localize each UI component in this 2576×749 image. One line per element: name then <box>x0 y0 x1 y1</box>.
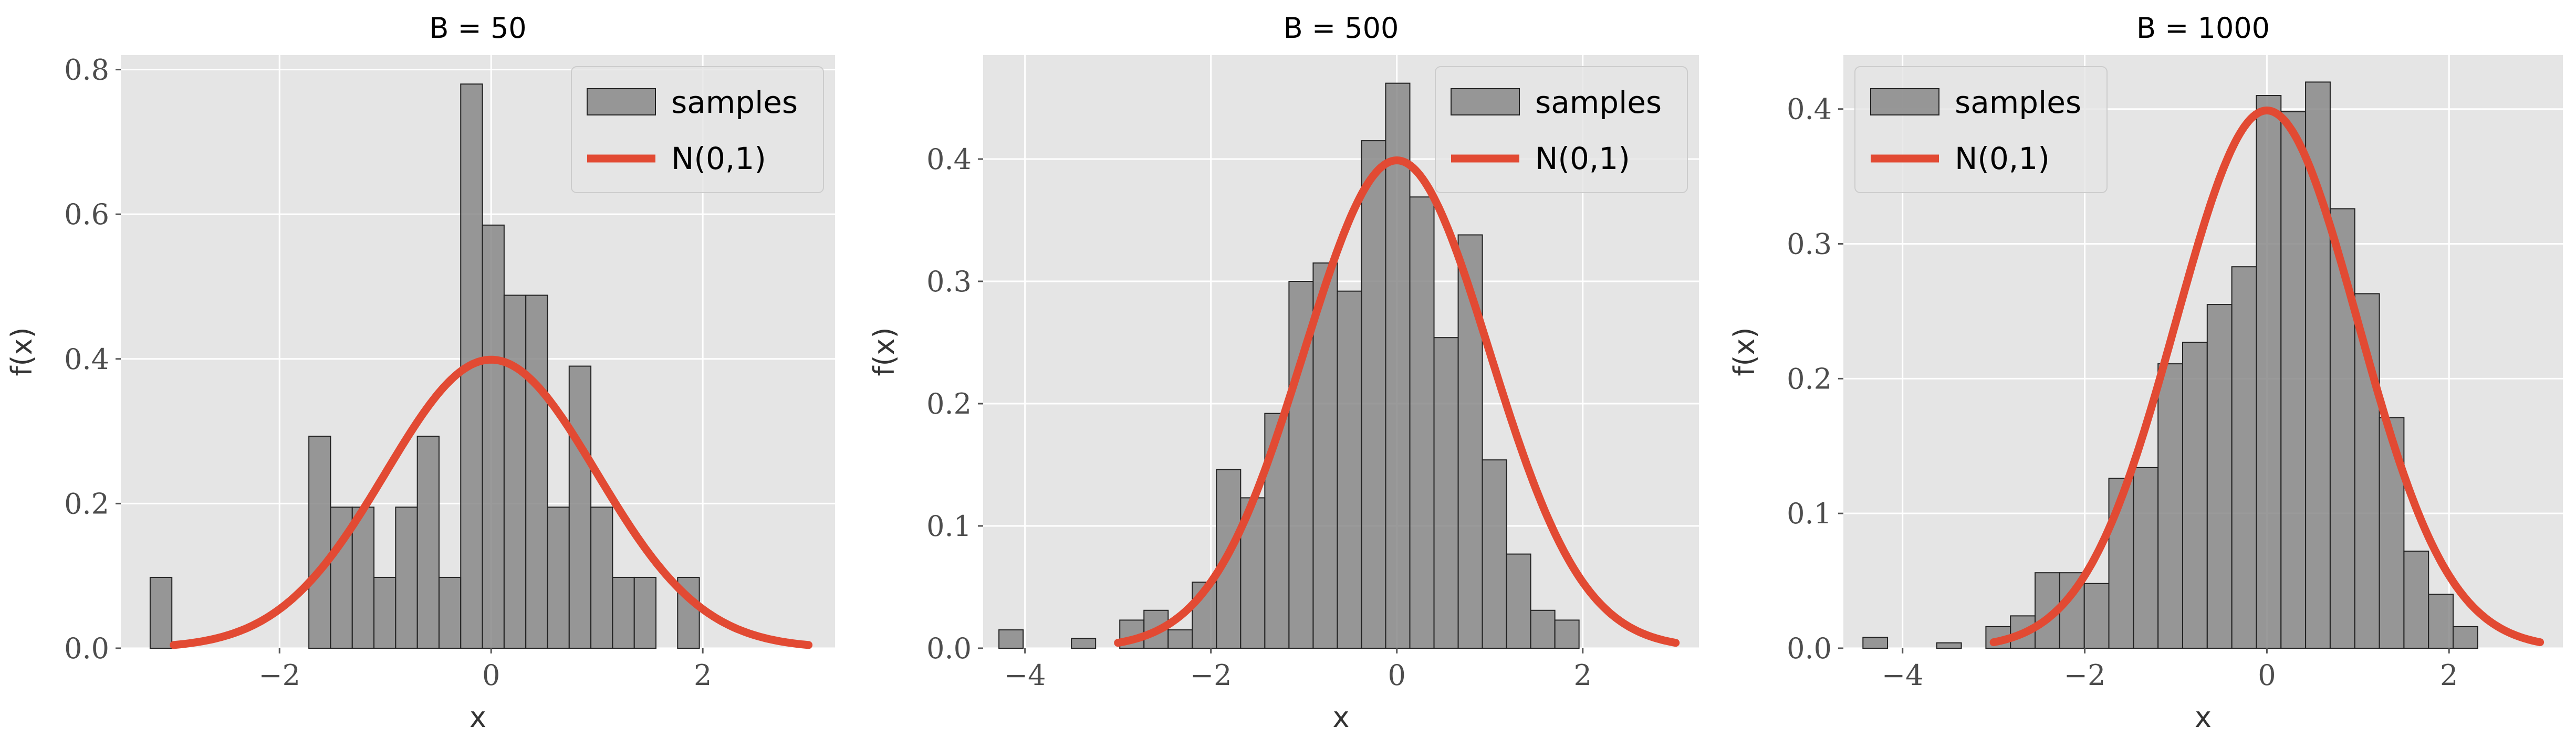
histogram-bar <box>525 294 548 649</box>
legend: samples N(0,1) <box>1435 66 1688 193</box>
histogram-bar <box>1167 629 1193 649</box>
histogram-bar <box>1936 642 1962 649</box>
histogram-bar <box>1071 638 1097 649</box>
x-tick-label: −2 <box>2064 659 2106 692</box>
histogram-bar <box>503 294 527 649</box>
histogram-bar <box>1506 553 1531 649</box>
histogram-bar <box>438 576 462 649</box>
histogram-bar <box>590 507 613 649</box>
histogram-bar <box>2083 583 2110 649</box>
x-axis-label: x <box>470 701 486 734</box>
y-tick-label: 0.4 <box>926 143 972 176</box>
histogram-bar <box>482 224 505 649</box>
x-tick-label: 0 <box>482 659 500 692</box>
histogram-bar <box>2133 467 2159 649</box>
x-tick-label: 2 <box>2440 659 2458 692</box>
histogram-bar <box>1409 196 1435 649</box>
legend-label-normal: N(0,1) <box>1955 141 2050 176</box>
legend-swatch-samples <box>1870 88 1939 115</box>
histogram-bar <box>373 576 397 649</box>
histogram-bar <box>149 576 173 649</box>
histogram-bar <box>351 507 375 649</box>
histogram-bar <box>568 365 592 649</box>
legend-label-normal: N(0,1) <box>1535 141 1630 176</box>
x-tick-label: 2 <box>694 659 712 692</box>
y-tick-label: 0.0 <box>926 632 972 665</box>
histogram-bar <box>2453 626 2478 649</box>
y-tick-label: 0.6 <box>64 198 109 231</box>
chart-panel-1: −2 0 2 0.0 0.2 0.4 0.6 0.8 B = 50 x f(x) samples N(0… <box>5 12 835 734</box>
histogram-bar <box>395 507 418 649</box>
legend-label-normal: N(0,1) <box>671 141 766 176</box>
histogram-bar <box>1337 290 1362 649</box>
legend-label-samples: samples <box>1535 85 1662 120</box>
histogram-bar <box>1385 82 1411 649</box>
histogram-bar <box>308 436 331 649</box>
chart-title: B = 50 <box>429 12 526 45</box>
x-tick-label: −4 <box>1004 659 1046 692</box>
histogram-bar <box>2182 342 2208 649</box>
y-axis-label: f(x) <box>1728 327 1761 376</box>
histogram-bar <box>998 629 1024 649</box>
legend-swatch-samples <box>1451 88 1520 115</box>
y-axis-label: f(x) <box>5 327 38 376</box>
y-tick-label: 0.4 <box>1787 93 1832 126</box>
histogram-bar <box>1361 140 1386 649</box>
x-axis-label: x <box>1333 701 1350 734</box>
histogram-bar <box>1554 619 1580 649</box>
normal-pdf-line <box>1114 156 1680 647</box>
y-tick-label: 0.0 <box>64 632 109 665</box>
x-tick-label: −4 <box>1882 659 1924 692</box>
y-tick-label: 0.2 <box>926 387 972 420</box>
legend: samples N(0,1) <box>571 66 824 193</box>
normal-pdf-line <box>170 355 813 649</box>
y-tick-label: 0.8 <box>64 54 109 87</box>
histogram-bar <box>1312 262 1338 649</box>
histogram-bar <box>547 507 570 649</box>
histogram-bar <box>416 436 440 649</box>
normal-pdf-line <box>1989 106 2544 647</box>
x-tick-label: 0 <box>1388 659 1406 692</box>
y-tick-label: 0.2 <box>64 487 109 520</box>
chart-panel-2: −4 −2 0 2 0.0 0.1 0.2 0.3 0.4 B = 500 x f(x) samples… <box>868 12 1699 734</box>
histogram-bar <box>2256 95 2282 649</box>
histogram-bar <box>2428 594 2454 649</box>
y-tick-label: 0.4 <box>64 343 109 376</box>
chart-panel-3: −4 −2 0 2 0.0 0.1 0.2 0.3 0.4 B = 1000 x f(x) sample… <box>1728 12 2563 734</box>
y-tick-label: 0.1 <box>926 510 972 543</box>
x-tick-label: −2 <box>1190 659 1232 692</box>
y-tick-label: 0.3 <box>926 265 972 298</box>
legend-swatch-samples <box>587 88 656 115</box>
histogram-bar <box>2280 111 2307 649</box>
histogram-bar <box>612 576 635 649</box>
histogram-bar <box>1530 609 1556 649</box>
x-axis-label: x <box>2195 701 2212 734</box>
histogram-bar <box>1433 337 1459 649</box>
y-tick-label: 0.2 <box>1787 362 1832 395</box>
histogram-bar <box>2206 304 2233 649</box>
legend-label-samples: samples <box>1955 85 2081 120</box>
histogram-bar <box>2403 551 2429 649</box>
histogram-bar <box>1482 459 1507 649</box>
y-tick-label: 0.3 <box>1787 228 1832 261</box>
x-tick-label: 2 <box>1574 659 1592 692</box>
y-tick-label: 0.1 <box>1787 497 1832 530</box>
y-axis-label: f(x) <box>868 327 901 376</box>
x-tick-label: 0 <box>2258 659 2276 692</box>
histogram-bar <box>2157 363 2183 649</box>
histogram-bar <box>633 576 656 649</box>
chart-title: B = 1000 <box>2136 12 2270 45</box>
y-tick-label: 0.0 <box>1787 632 1832 665</box>
chart-title: B = 500 <box>1284 12 1399 45</box>
histogram-bar <box>2231 266 2257 649</box>
histogram-bar <box>1862 637 1889 649</box>
legend: samples N(0,1) <box>1854 66 2108 193</box>
legend-label-samples: samples <box>671 85 798 120</box>
x-tick-label: −2 <box>258 659 300 692</box>
